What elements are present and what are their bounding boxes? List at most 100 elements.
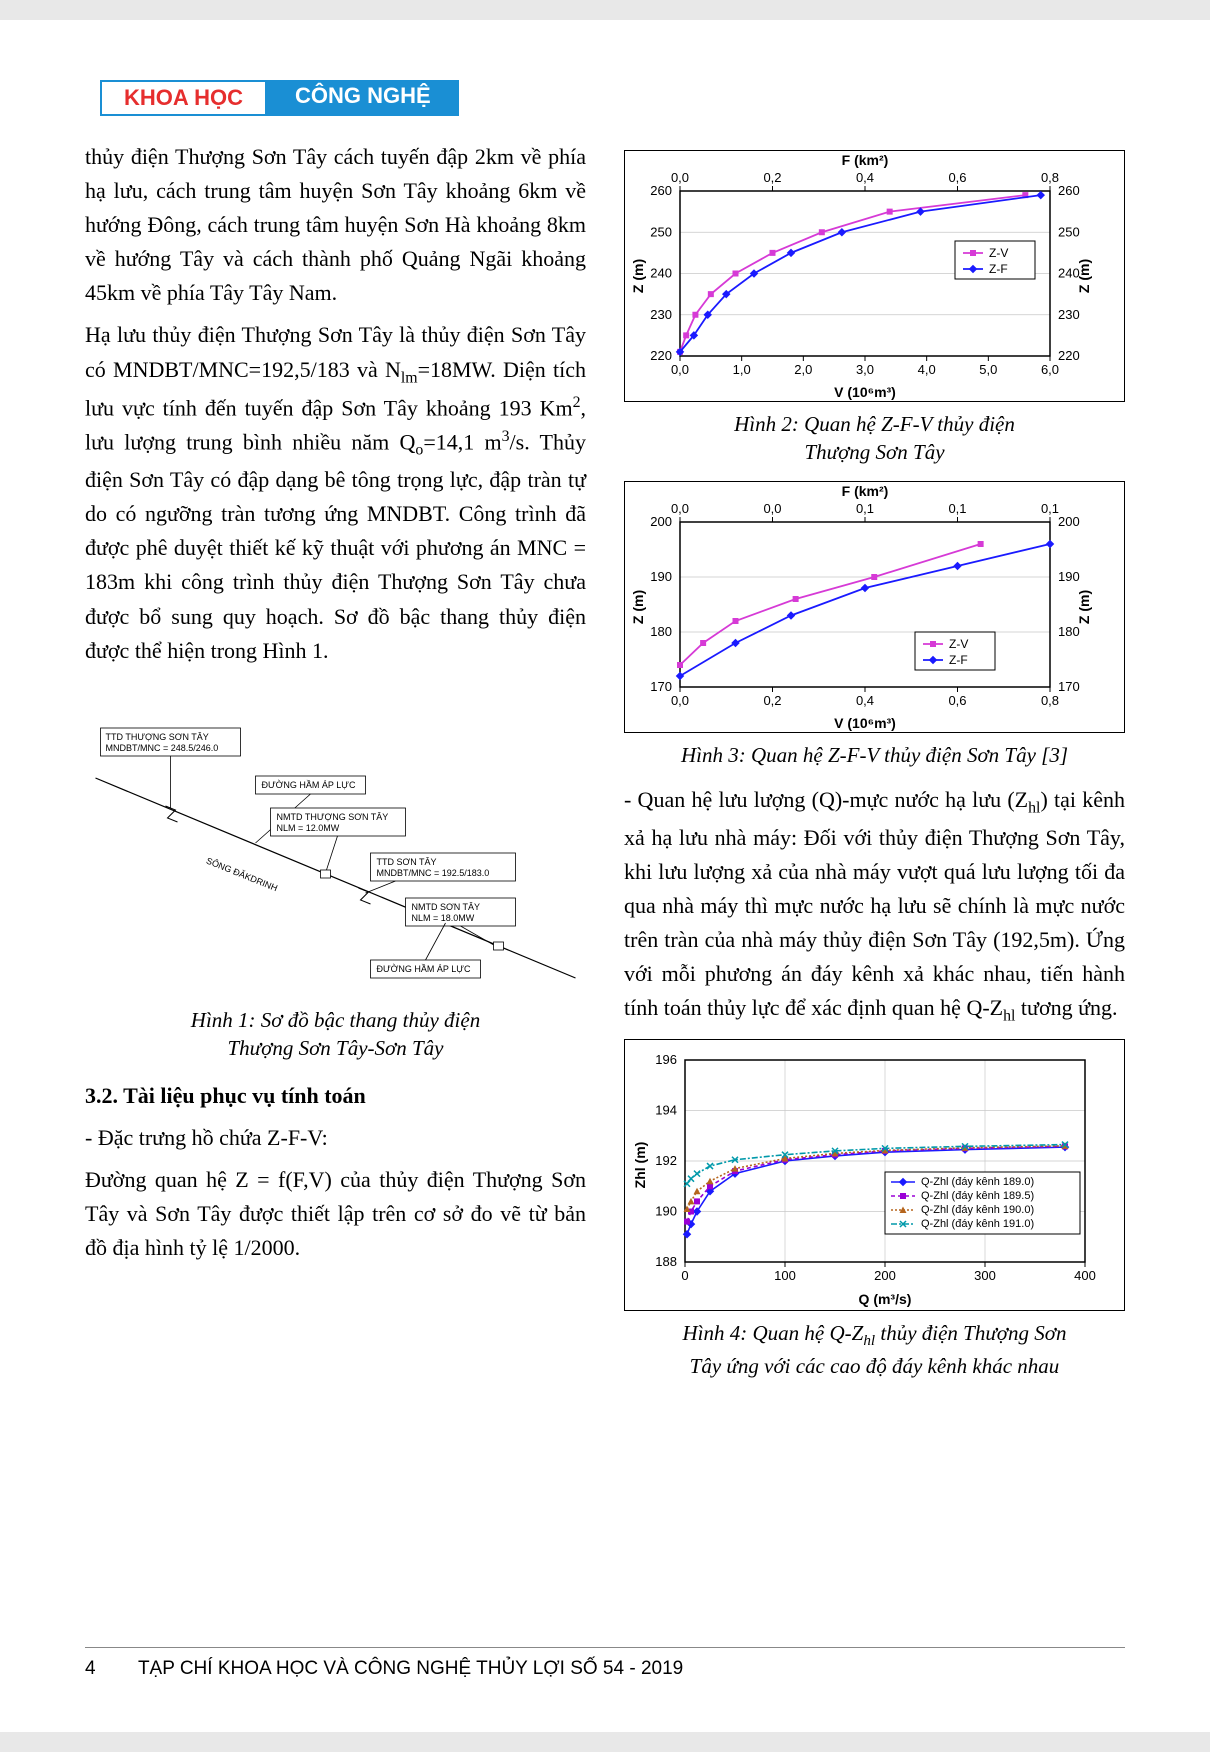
figure-4-chart: 0 100 200 300 400 Q (m³/s) 188 190 192 194 196 Zhl … (624, 1039, 1125, 1311)
svg-text:180: 180 (650, 624, 672, 639)
svg-text:5,0: 5,0 (979, 362, 997, 377)
svg-text:0,1: 0,1 (856, 501, 874, 516)
svg-text:3,0: 3,0 (856, 362, 874, 377)
svg-text:200: 200 (874, 1268, 896, 1283)
svg-text:230: 230 (1058, 307, 1080, 322)
svg-text:230: 230 (650, 307, 672, 322)
svg-text:Z-F: Z-F (989, 262, 1008, 276)
svg-text:0,0: 0,0 (671, 693, 689, 708)
svg-text:220: 220 (1058, 348, 1080, 363)
svg-text:0,8: 0,8 (1041, 170, 1059, 185)
footer-text: TẠP CHÍ KHOA HỌC VÀ CÔNG NGHỆ THỦY LỢI S… (138, 1658, 683, 1679)
svg-text:260: 260 (650, 183, 672, 198)
svg-text:0,4: 0,4 (856, 170, 874, 185)
svg-text:TTD SƠN TÂY: TTD SƠN TÂY (377, 857, 437, 867)
svg-text:260: 260 (1058, 183, 1080, 198)
svg-text:NLM = 12.0MW: NLM = 12.0MW (277, 823, 340, 833)
svg-text:TTD THƯỢNG SƠN TÂY: TTD THƯỢNG SƠN TÂY (106, 732, 209, 742)
svg-text:0,0: 0,0 (671, 362, 689, 377)
svg-text:F (km²): F (km²) (842, 152, 889, 168)
para-1: thủy điện Thượng Sơn Tây cách tuyến đập … (85, 140, 586, 310)
two-column-content: thủy điện Thượng Sơn Tây cách tuyến đập … (85, 140, 1125, 1394)
svg-text:192: 192 (655, 1153, 677, 1168)
svg-text:Q-Zhl (đáy kênh 189.0): Q-Zhl (đáy kênh 189.0) (921, 1176, 1034, 1188)
svg-text:0,2: 0,2 (763, 693, 781, 708)
banner-cong-nghe: CÔNG NGHỆ (267, 80, 459, 116)
svg-text:Z (m): Z (m) (1076, 590, 1092, 624)
svg-text:Q-Zhl (đáy kênh 189.5): Q-Zhl (đáy kênh 189.5) (921, 1190, 1034, 1202)
svg-text:0,6: 0,6 (948, 170, 966, 185)
svg-text:300: 300 (974, 1268, 996, 1283)
svg-text:190: 190 (650, 569, 672, 584)
svg-text:NLM = 18.0MW: NLM = 18.0MW (412, 913, 475, 923)
svg-text:0,2: 0,2 (763, 170, 781, 185)
svg-text:190: 190 (655, 1204, 677, 1219)
svg-text:240: 240 (650, 266, 672, 281)
svg-text:1,0: 1,0 (733, 362, 751, 377)
svg-text:196: 196 (655, 1052, 677, 1067)
svg-text:Q-Zhl (đáy kênh 190.0): Q-Zhl (đáy kênh 190.0) (921, 1204, 1034, 1216)
svg-text:194: 194 (655, 1103, 677, 1118)
page-number: 4 (85, 1658, 133, 1680)
svg-text:188: 188 (655, 1254, 677, 1269)
svg-text:2,0: 2,0 (794, 362, 812, 377)
figure-2-caption: Hình 2: Quan hệ Z-F-V thủy điện Thượng S… (624, 410, 1125, 467)
svg-text:Z (m): Z (m) (1076, 259, 1092, 293)
figure-3-caption: Hình 3: Quan hệ Z-F-V thủy điện Sơn Tây … (624, 741, 1125, 769)
page: KHOA HỌC CÔNG NGHỆ thủy điện Thượng Sơn … (0, 20, 1210, 1732)
svg-text:F (km²): F (km²) (842, 483, 889, 499)
svg-text:Z-V: Z-V (989, 246, 1008, 260)
svg-text:250: 250 (1058, 224, 1080, 239)
svg-text:NMTD SƠN TÂY: NMTD SƠN TÂY (412, 902, 481, 912)
svg-text:0,6: 0,6 (948, 693, 966, 708)
svg-text:250: 250 (650, 224, 672, 239)
para-3: - Đặc trưng hồ chứa Z-F-V: (85, 1121, 586, 1155)
para-2: Hạ lưu thủy điện Thượng Sơn Tây là thủy … (85, 318, 586, 667)
banner-khoa-hoc: KHOA HỌC (100, 80, 267, 116)
svg-text:MNDBT/MNC = 192.5/183.0: MNDBT/MNC = 192.5/183.0 (377, 868, 490, 878)
svg-text:Z (m): Z (m) (630, 259, 646, 293)
left-column: thủy điện Thượng Sơn Tây cách tuyến đập … (85, 140, 586, 1394)
svg-text:6,0: 6,0 (1041, 362, 1059, 377)
svg-text:0,0: 0,0 (671, 501, 689, 516)
svg-text:ĐƯỜNG HẦM ÁP LỰC: ĐƯỜNG HẦM ÁP LỰC (262, 780, 356, 790)
para-4: Đường quan hệ Z = f(F,V) của thủy điện T… (85, 1163, 586, 1265)
svg-text:Q (m³/s): Q (m³/s) (859, 1291, 912, 1307)
svg-text:200: 200 (1058, 514, 1080, 529)
svg-text:0: 0 (681, 1268, 688, 1283)
svg-text:Z-F: Z-F (949, 653, 968, 667)
svg-text:0,1: 0,1 (1041, 501, 1059, 516)
figure-3-chart: F (km²) 0,0 0,0 0,1 0,1 0,1 V (10⁶m³) 0,0 0,2 0,4… (624, 481, 1125, 733)
page-footer: 4 TẠP CHÍ KHOA HỌC VÀ CÔNG NGHỆ THỦY LỢI… (85, 1647, 1125, 1680)
svg-text:0,0: 0,0 (671, 170, 689, 185)
svg-text:Zhl (m): Zhl (m) (632, 1142, 648, 1189)
svg-text:220: 220 (650, 348, 672, 363)
svg-text:V (10⁶m³): V (10⁶m³) (834, 384, 896, 400)
svg-text:V (10⁶m³): V (10⁶m³) (834, 715, 896, 731)
figure-1-caption: Hình 1: Sơ đồ bậc thang thủy điện Thượng… (85, 1006, 586, 1063)
svg-text:Z-V: Z-V (949, 637, 968, 651)
svg-text:170: 170 (1058, 679, 1080, 694)
figure-1-diagram: SÔNG ĐĂKDRINH TTD THƯỢNG SƠN TÂY MNDBT/M… (85, 688, 586, 998)
svg-text:4,0: 4,0 (918, 362, 936, 377)
svg-text:0,1: 0,1 (948, 501, 966, 516)
river-label: SÔNG ĐĂKDRINH (205, 855, 279, 893)
svg-text:100: 100 (774, 1268, 796, 1283)
figure-4-caption: Hình 4: Quan hệ Q-Zhl thủy điện Thượng S… (624, 1319, 1125, 1380)
svg-text:Z (m): Z (m) (630, 590, 646, 624)
header-banner: KHOA HỌC CÔNG NGHỆ (100, 80, 1125, 116)
svg-text:ĐƯỜNG HẦM ÁP LỰC: ĐƯỜNG HẦM ÁP LỰC (377, 964, 471, 974)
svg-text:170: 170 (650, 679, 672, 694)
svg-text:0,4: 0,4 (856, 693, 874, 708)
svg-text:Q-Zhl (đáy kênh 191.0): Q-Zhl (đáy kênh 191.0) (921, 1218, 1034, 1230)
svg-text:0,8: 0,8 (1041, 693, 1059, 708)
right-column: F (km²) 0,0 0,2 0,4 0,6 0,8 V (10⁶m³) 0,0 1,0 2,0… (624, 140, 1125, 1394)
section-32-heading: 3.2. Tài liệu phục vụ tính toán (85, 1079, 586, 1113)
svg-text:NMTD THƯỢNG SƠN TÂY: NMTD THƯỢNG SƠN TÂY (277, 812, 389, 822)
svg-text:400: 400 (1074, 1268, 1096, 1283)
svg-text:200: 200 (650, 514, 672, 529)
figure-2-chart: F (km²) 0,0 0,2 0,4 0,6 0,8 V (10⁶m³) 0,0 1,0 2,0… (624, 150, 1125, 402)
para-5: - Quan hệ lưu lượng (Q)-mực nước hạ lưu … (624, 783, 1125, 1029)
svg-text:180: 180 (1058, 624, 1080, 639)
svg-text:0,0: 0,0 (763, 501, 781, 516)
